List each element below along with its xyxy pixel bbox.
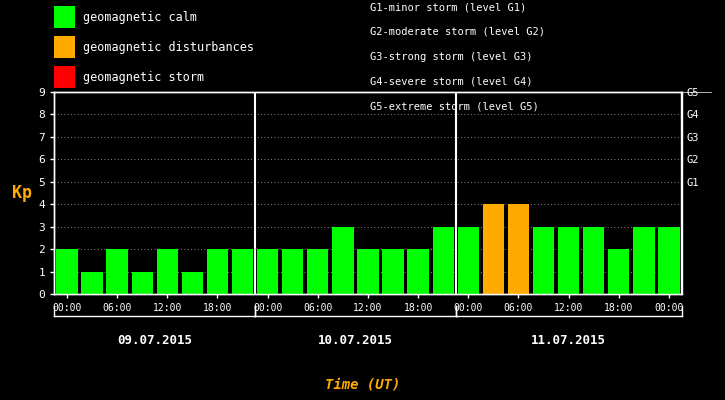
- Bar: [57, 249, 78, 294]
- Text: G4-severe storm (level G4): G4-severe storm (level G4): [370, 76, 532, 86]
- Bar: [257, 249, 278, 294]
- Bar: [433, 227, 454, 294]
- Text: G1-minor storm (level G1): G1-minor storm (level G1): [370, 2, 526, 12]
- Bar: [357, 249, 378, 294]
- Text: Kp: Kp: [12, 184, 32, 202]
- Bar: [457, 227, 479, 294]
- Bar: [658, 227, 679, 294]
- Bar: [81, 272, 103, 294]
- Bar: [608, 249, 629, 294]
- Bar: [131, 272, 153, 294]
- Bar: [407, 249, 428, 294]
- Bar: [232, 249, 253, 294]
- Bar: [382, 249, 404, 294]
- Text: geomagnetic storm: geomagnetic storm: [83, 70, 204, 84]
- Text: G5-extreme storm (level G5): G5-extreme storm (level G5): [370, 101, 539, 111]
- Text: geomagnetic calm: geomagnetic calm: [83, 10, 197, 24]
- Bar: [533, 227, 554, 294]
- Text: 10.07.2015: 10.07.2015: [318, 334, 393, 346]
- Text: geomagnetic disturbances: geomagnetic disturbances: [83, 40, 254, 54]
- Bar: [307, 249, 328, 294]
- Text: G3-strong storm (level G3): G3-strong storm (level G3): [370, 52, 532, 62]
- Bar: [107, 249, 128, 294]
- Text: 09.07.2015: 09.07.2015: [117, 334, 192, 346]
- Bar: [583, 227, 605, 294]
- Bar: [507, 204, 529, 294]
- Bar: [633, 227, 655, 294]
- Bar: [282, 249, 303, 294]
- Text: G2-moderate storm (level G2): G2-moderate storm (level G2): [370, 27, 544, 37]
- Bar: [332, 227, 354, 294]
- Bar: [558, 227, 579, 294]
- Bar: [207, 249, 228, 294]
- Text: 11.07.2015: 11.07.2015: [531, 334, 606, 346]
- Bar: [182, 272, 203, 294]
- Bar: [157, 249, 178, 294]
- Text: Time (UT): Time (UT): [325, 378, 400, 392]
- Bar: [483, 204, 504, 294]
